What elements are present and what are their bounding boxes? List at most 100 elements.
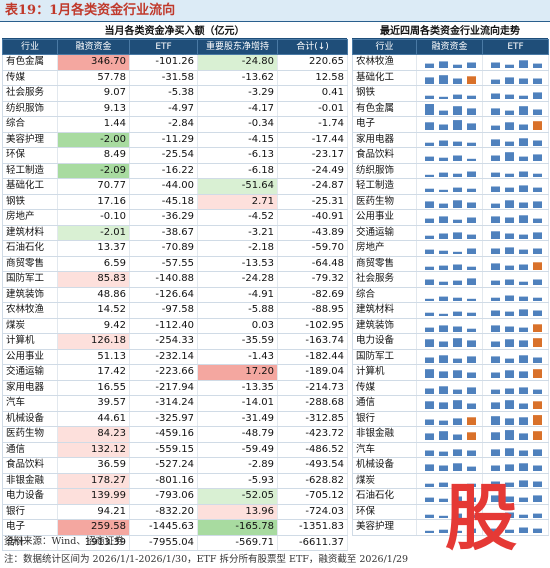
spark-bar xyxy=(505,77,514,84)
sparkline xyxy=(425,431,476,441)
spark-bar xyxy=(439,233,448,239)
etf-trend xyxy=(482,70,549,86)
trend-row: 机械设备 xyxy=(352,457,549,474)
etf-trend xyxy=(482,85,549,102)
etf-trend xyxy=(482,271,549,288)
trend-row: 银行 xyxy=(352,411,549,427)
spark-bar xyxy=(467,123,476,131)
spark-bar xyxy=(505,464,514,472)
cell-total: -24.87 xyxy=(277,178,348,195)
spark-bar xyxy=(519,234,528,239)
trend-industry: 银行 xyxy=(352,411,417,427)
trend-row: 电力设备 xyxy=(352,333,549,350)
etf-trend xyxy=(482,380,549,396)
sparkline xyxy=(491,338,542,348)
spark-bar xyxy=(519,450,528,456)
trend-row: 农林牧渔 xyxy=(352,54,549,71)
spark-bar xyxy=(505,430,514,441)
spark-bar xyxy=(467,450,476,456)
trend-industry: 钢铁 xyxy=(352,85,417,102)
cell-total: -423.72 xyxy=(277,426,348,443)
trend-row: 轻工制造 xyxy=(352,178,549,195)
spark-bar xyxy=(491,93,500,100)
cell-holder: -6.13 xyxy=(197,147,278,164)
table-title: 表19：1月各类资金行业流向 xyxy=(0,0,550,22)
cell-total: -628.82 xyxy=(277,473,348,489)
spark-bar xyxy=(533,248,542,255)
cell-margin: 9.42 xyxy=(57,318,130,334)
cell-margin: 13.37 xyxy=(57,240,130,257)
spark-bar xyxy=(425,514,434,518)
spark-bar xyxy=(453,200,462,208)
cell-etf: -559.15 xyxy=(129,442,198,458)
cell-total: -25.31 xyxy=(277,194,348,210)
cell-etf: -325.97 xyxy=(129,411,198,427)
cell-industry: 传媒 xyxy=(2,70,58,86)
spark-bar xyxy=(425,388,434,394)
spark-bar xyxy=(505,94,514,100)
spark-bar xyxy=(533,324,542,332)
spark-bar xyxy=(439,498,448,503)
trend-industry: 基础化工 xyxy=(352,70,417,86)
right-section-heading: 最近四周各类资金行业流向走势 xyxy=(352,25,548,39)
cell-margin: 346.70 xyxy=(57,54,130,71)
cell-margin: 84.23 xyxy=(57,426,130,443)
spark-bar xyxy=(491,248,500,255)
sparkline xyxy=(425,94,476,100)
table-row: 房地产 -0.10 -36.29 -4.52 -40.91 xyxy=(2,209,348,226)
spark-bar xyxy=(439,190,448,193)
cell-industry: 有色金属 xyxy=(2,54,58,71)
cell-etf: -4.97 xyxy=(129,101,198,117)
etf-trend xyxy=(482,302,549,319)
cell-etf: -232.14 xyxy=(129,349,198,365)
margin-trend xyxy=(416,194,483,210)
etf-trend xyxy=(482,240,549,257)
trend-row: 国防军工 xyxy=(352,349,549,365)
sparkline xyxy=(425,200,476,208)
etf-trend xyxy=(482,519,549,536)
sparkline xyxy=(425,482,476,487)
cell-etf: -314.24 xyxy=(129,395,198,412)
spark-bar xyxy=(467,62,476,69)
spark-bar xyxy=(491,216,500,224)
margin-trend xyxy=(416,302,483,319)
table-row: 汽车 39.57 -314.24 -14.01 -288.68 xyxy=(2,395,348,412)
spark-bar xyxy=(533,389,542,394)
trend-industry: 轻工制造 xyxy=(352,178,417,195)
spark-bar xyxy=(453,232,462,239)
spark-bar xyxy=(533,78,542,84)
cell-total: -214.73 xyxy=(277,380,348,396)
cell-holder: -6.18 xyxy=(197,163,278,179)
spark-bar xyxy=(533,262,542,270)
trend-industry: 煤炭 xyxy=(352,473,417,489)
cell-holder: -3.21 xyxy=(197,225,278,241)
spark-bar xyxy=(453,400,462,410)
margin-trend xyxy=(416,54,483,71)
cell-holder: 13.96 xyxy=(197,504,278,520)
spark-bar xyxy=(453,120,462,131)
spark-bar xyxy=(491,449,500,456)
trend-industry: 电力设备 xyxy=(352,333,417,350)
cell-industry: 公用事业 xyxy=(2,349,58,365)
spark-bar xyxy=(425,122,434,131)
cell-margin: -2.00 xyxy=(57,132,130,148)
cell-industry: 建筑装饰 xyxy=(2,287,58,303)
spark-bar xyxy=(439,265,448,270)
cell-etf: -223.66 xyxy=(129,364,198,381)
header-total[interactable]: 合计(↓) xyxy=(277,39,348,55)
cell-etf: -57.55 xyxy=(129,256,198,272)
spark-bar xyxy=(425,450,434,456)
spark-bar xyxy=(425,266,434,270)
spark-bar xyxy=(505,482,514,487)
sparkline xyxy=(491,279,542,286)
table-row: 交通运输 17.42 -223.66 17.20 -189.04 xyxy=(2,364,348,381)
trend-row: 交通运输 xyxy=(352,225,549,241)
spark-bar xyxy=(519,309,528,317)
spark-bar xyxy=(453,141,462,146)
sparkline xyxy=(425,296,476,301)
cell-margin: 48.86 xyxy=(57,287,130,303)
spark-bar xyxy=(519,417,528,425)
trend-row: 传媒 xyxy=(352,380,549,396)
spark-bar xyxy=(533,369,542,379)
spark-bar xyxy=(533,187,542,193)
